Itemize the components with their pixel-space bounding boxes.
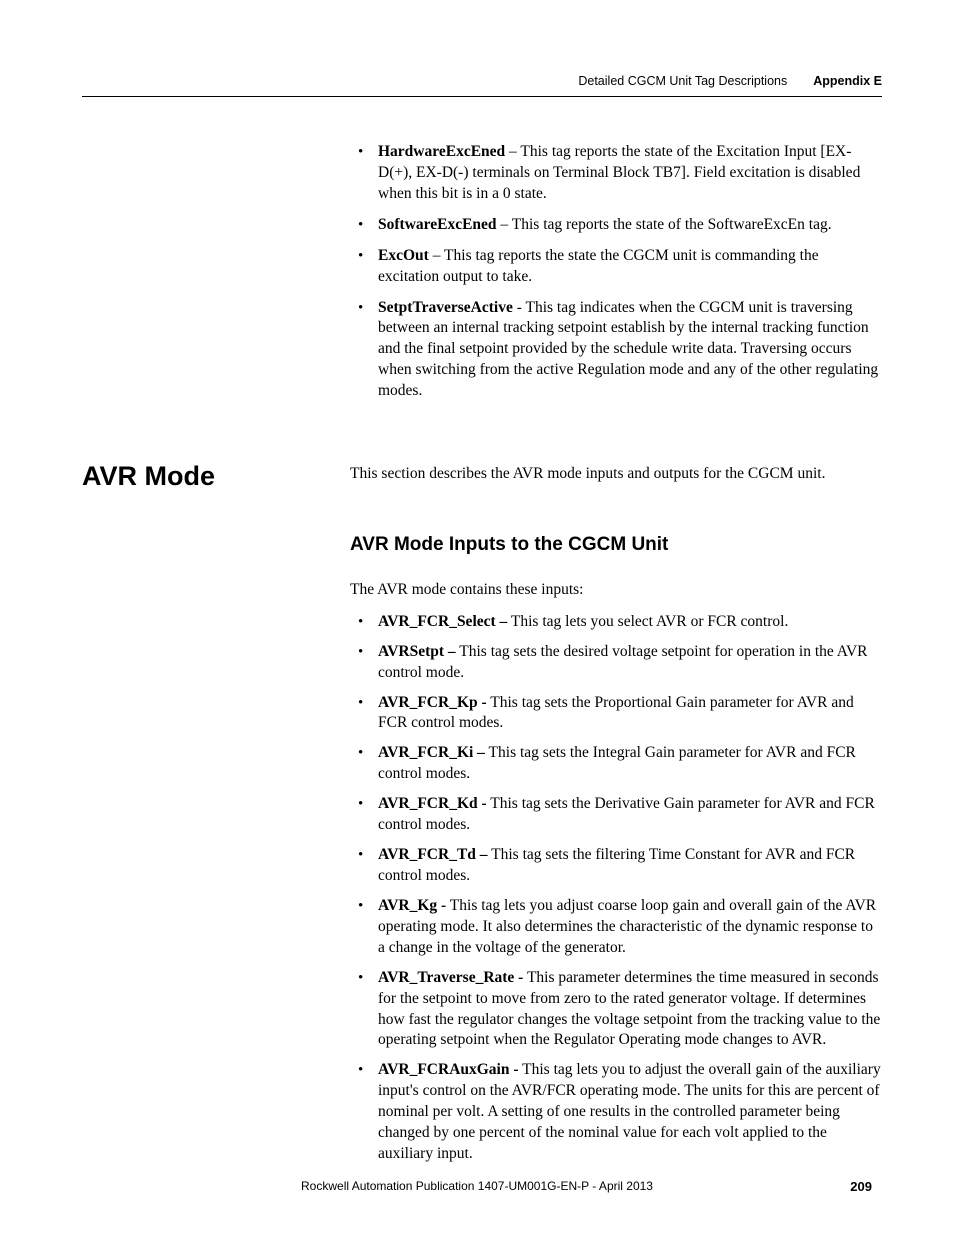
list-item: SoftwareExcEned – This tag reports the s… <box>350 215 882 236</box>
tag-name: ExcOut <box>378 247 429 264</box>
tag-name: AVR_FCR_Kp - <box>378 694 487 711</box>
list-item: AVR_FCR_Kp - This tag sets the Proportio… <box>350 693 882 735</box>
tag-name: AVRSetpt – <box>378 643 456 660</box>
list-item: AVR_Traverse_Rate - This parameter deter… <box>350 968 882 1052</box>
list-item: AVR_FCR_Td – This tag sets the filtering… <box>350 845 882 887</box>
tag-name: AVR_FCR_Kd - <box>378 795 487 812</box>
list-item: AVR_FCR_Kd - This tag sets the Derivativ… <box>350 794 882 836</box>
list-item: AVR_Kg - This tag lets you adjust coarse… <box>350 896 882 959</box>
tag-desc: This tag lets you select AVR or FCR cont… <box>511 613 788 630</box>
tag-desc: This tag reports the state the CGCM unit… <box>378 247 819 285</box>
inputs-list: AVR_FCR_Select – This tag lets you selec… <box>350 612 882 1165</box>
tag-name: AVR_FCR_Ki – <box>378 744 485 761</box>
tag-name: AVR_FCRAuxGain - <box>378 1061 519 1078</box>
list-item: AVRSetpt – This tag sets the desired vol… <box>350 642 882 684</box>
list-item: AVR_FCR_Ki – This tag sets the Integral … <box>350 743 882 785</box>
page-header: Detailed CGCM Unit Tag Descriptions Appe… <box>82 74 882 97</box>
list-item: SetptTraverseActive - This tag indicates… <box>350 298 882 403</box>
tag-name: SoftwareExcEned <box>378 216 497 233</box>
footer-publication: Rockwell Automation Publication 1407-UM0… <box>301 1179 653 1193</box>
tag-sep: - <box>513 299 526 316</box>
page-footer: Rockwell Automation Publication 1407-UM0… <box>0 1179 954 1193</box>
list-item: HardwareExcEned – This tag reports the s… <box>350 142 882 205</box>
tag-sep: – <box>497 216 512 233</box>
list-item: ExcOut – This tag reports the state the … <box>350 246 882 288</box>
header-doc-section: Detailed CGCM Unit Tag Descriptions <box>578 74 787 88</box>
tag-desc: This tag reports the state of the Softwa… <box>512 216 832 233</box>
tag-name: AVR_Kg - <box>378 897 446 914</box>
subsection-heading: AVR Mode Inputs to the CGCM Unit <box>350 534 882 556</box>
input-bullet-list: AVR_FCR_Select – This tag lets you selec… <box>350 612 882 1165</box>
tag-name: HardwareExcEned <box>378 143 505 160</box>
subsection-intro: The AVR mode contains these inputs: <box>350 580 882 601</box>
list-item: AVR_FCRAuxGain - This tag lets you to ad… <box>350 1060 882 1165</box>
footer-page-number: 209 <box>850 1179 872 1194</box>
tag-name: AVR_FCR_Td – <box>378 846 488 863</box>
tag-sep: – <box>429 247 444 264</box>
tag-sep: – <box>505 143 520 160</box>
list-item: AVR_FCR_Select – This tag lets you selec… <box>350 612 882 633</box>
header-appendix: Appendix E <box>813 74 882 88</box>
top-bullet-list: HardwareExcEned – This tag reports the s… <box>350 142 882 402</box>
tag-name: AVR_Traverse_Rate - <box>378 969 523 986</box>
tag-name: SetptTraverseActive <box>378 299 513 316</box>
section-intro: This section describes the AVR mode inpu… <box>350 462 825 485</box>
section-row: AVR Mode This section describes the AVR … <box>350 462 882 492</box>
tag-name: AVR_FCR_Select – <box>378 613 507 630</box>
page-container: Detailed CGCM Unit Tag Descriptions Appe… <box>0 0 954 1235</box>
tag-desc: This tag lets you adjust coarse loop gai… <box>378 897 876 956</box>
section-heading: AVR Mode <box>82 462 350 492</box>
main-content: HardwareExcEned – This tag reports the s… <box>82 142 882 1165</box>
